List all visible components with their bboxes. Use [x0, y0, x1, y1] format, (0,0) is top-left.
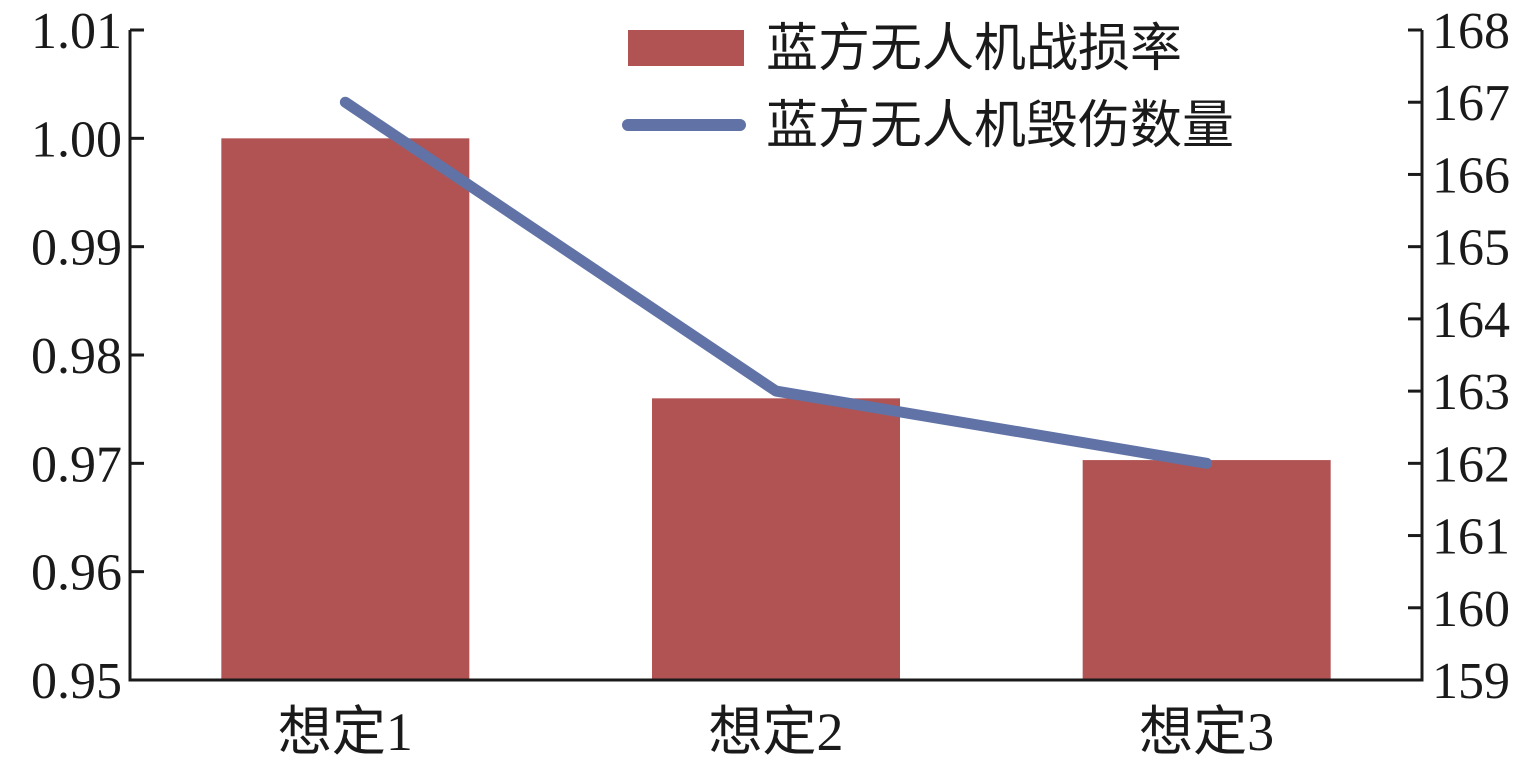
- legend-bar-swatch: [628, 30, 744, 66]
- right-tick-label: 166: [1432, 147, 1510, 204]
- right-tick-label: 168: [1432, 3, 1510, 60]
- legend-line-label: 蓝方无人机毁伤数量: [766, 98, 1234, 155]
- line-series: [339, 96, 1213, 469]
- bar-3: [1082, 460, 1331, 680]
- left-tick-label: 0.95: [31, 653, 122, 710]
- right-tick-label: 167: [1432, 75, 1510, 132]
- right-tick-label: 161: [1432, 509, 1510, 566]
- left-tick-label: 0.98: [31, 328, 122, 385]
- right-tick-label: 163: [1432, 364, 1510, 421]
- bar-2: [652, 398, 900, 680]
- left-tick-label: 0.97: [31, 436, 122, 493]
- left-axis-ticks: 0.95 0.96 0.97 0.98 0.99 1.00 1.01: [31, 3, 144, 710]
- category-label: 想定3: [1139, 702, 1274, 761]
- right-axis-ticks: 159 160 161 162 163 164 165 166 167 168: [1408, 3, 1510, 710]
- left-tick-label: 1.01: [31, 3, 122, 60]
- left-tick-label: 0.96: [31, 545, 122, 602]
- bar-1: [221, 138, 470, 681]
- category-label: 想定1: [278, 702, 413, 761]
- category-labels: 想定1 想定2 想定3: [278, 702, 1274, 761]
- legend-bar-label: 蓝方无人机战损率: [766, 21, 1182, 78]
- left-tick-label: 1.00: [31, 111, 122, 168]
- category-label: 想定2: [709, 702, 844, 761]
- legend: 蓝方无人机战损率 蓝方无人机毁伤数量: [622, 21, 1234, 155]
- right-tick-label: 159: [1432, 653, 1510, 710]
- left-tick-label: 0.99: [31, 220, 122, 277]
- right-tick-label: 164: [1432, 292, 1510, 349]
- bar-series: [221, 138, 1331, 681]
- right-tick-label: 165: [1432, 220, 1510, 277]
- right-tick-label: 160: [1432, 581, 1510, 638]
- right-tick-label: 162: [1432, 436, 1510, 493]
